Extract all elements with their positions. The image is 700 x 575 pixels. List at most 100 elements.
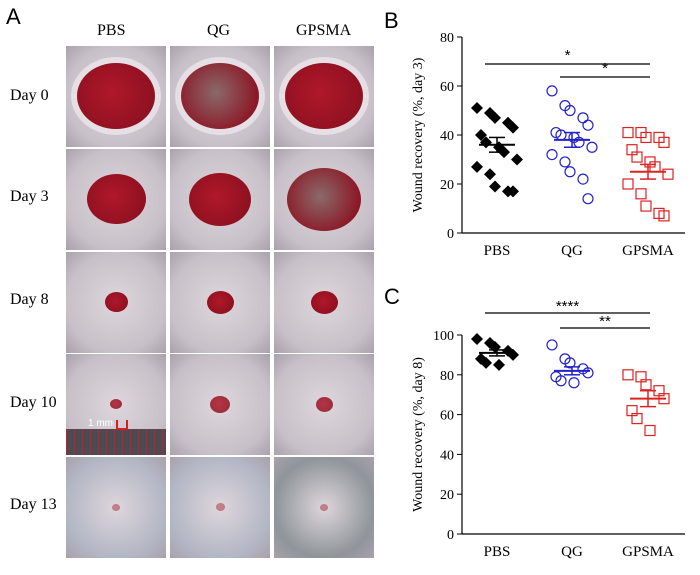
chart-b-point-qg — [577, 173, 589, 185]
wound-photo-pbs-day3 — [66, 149, 166, 250]
chart-b-point-pbs — [489, 111, 501, 124]
chart-b-point-qg — [546, 149, 558, 161]
row-label-day-0: Day 0 — [10, 87, 49, 104]
chart-c-y-tick-label: 60 — [440, 409, 454, 424]
chart-b-point-gpsma — [631, 151, 643, 163]
scale-bar-label: 1 mm — [88, 418, 113, 429]
chart-c-point-pbs — [480, 356, 492, 369]
chart-c-x-tick-label: GPSMA — [622, 544, 674, 560]
column-header-qg: QG — [207, 22, 231, 39]
chart-b-y-tick-label: 80 — [440, 31, 454, 46]
wound-area — [320, 503, 328, 511]
wound-photo-gpsma-day3 — [274, 149, 374, 250]
chart-b-point-gpsma — [640, 131, 652, 144]
chart-b-point-qg — [577, 112, 589, 124]
chart-b-point-pbs — [507, 185, 519, 198]
wound-area — [104, 292, 128, 312]
chart-c-significance-label: **** — [556, 298, 580, 315]
wound-area — [112, 503, 120, 511]
wound-area — [86, 174, 146, 224]
chart-c-point-qg — [564, 357, 576, 369]
chart-c-y-axis-label: Wound recovery (%, day 8) — [411, 357, 426, 512]
chart-b-point-gpsma — [622, 178, 634, 190]
wound-photo-pbs-day0 — [66, 46, 166, 147]
chart-c-point-pbs — [493, 358, 505, 371]
wound-photo-qg-day10 — [170, 354, 270, 455]
panel-label-b: B — [384, 8, 399, 33]
wound-area — [210, 395, 230, 413]
chart-c-significance-label: ** — [599, 313, 611, 330]
wound-area — [285, 63, 363, 129]
wound-photo-qg-day0 — [170, 46, 270, 147]
wound-photo-pbs-day10 — [66, 354, 166, 455]
chart-c-x-tick-label: QG — [561, 544, 583, 560]
wound-area — [77, 63, 155, 129]
scale-bar-marker — [116, 420, 128, 430]
chart-b-point-pbs — [471, 160, 483, 173]
chart-b-point-qg — [586, 141, 598, 153]
chart-b-y-tick-label: 40 — [440, 129, 454, 144]
chart-b-point-gpsma — [658, 136, 670, 148]
chart-b-point-qg — [582, 119, 594, 131]
chart-b-point-gpsma — [658, 210, 670, 222]
chart-c-y-tick-label: 80 — [440, 369, 454, 384]
row-label-day-8: Day 8 — [10, 291, 49, 308]
chart-b-y-tick-label: 20 — [440, 178, 454, 193]
chart-b-point-qg — [564, 166, 576, 178]
chart-b-point-pbs — [484, 168, 496, 181]
chart-c-y-tick-label: 100 — [433, 329, 454, 344]
chart-c-x-tick-label: PBS — [484, 544, 511, 560]
chart-b-point-gpsma — [622, 126, 634, 139]
chart-b-point-qg — [582, 193, 594, 205]
chart-c-point-pbs — [507, 348, 519, 361]
chart-b-point-pbs — [471, 102, 483, 115]
chart-b-significance-label: * — [565, 47, 571, 64]
chart-c-point-qg — [568, 377, 580, 389]
chart-c-point-qg — [546, 339, 558, 351]
wound-photo-gpsma-day0 — [274, 46, 374, 147]
chart-b-point-qg — [546, 85, 558, 97]
wound-area — [287, 167, 361, 231]
wound-area — [215, 503, 225, 511]
wound-photo-pbs-day13 — [66, 457, 166, 558]
chart-b-y-tick-label: 60 — [440, 80, 454, 95]
wound-area — [189, 172, 251, 226]
wound-photo-pbs-day8 — [66, 252, 166, 353]
chart-c-point-gpsma — [631, 412, 643, 425]
chart-b-point-qg — [550, 126, 562, 139]
chart-b-point-pbs — [511, 153, 523, 166]
wound-photo-gpsma-day10 — [274, 354, 374, 455]
wound-photo-gpsma-day8 — [274, 252, 374, 353]
panel-label-a: A — [6, 4, 21, 29]
panel-label-c: C — [384, 284, 400, 309]
chart-c-point-qg — [582, 367, 594, 379]
chart-b-y-axis-label: Wound recovery (%, day 3) — [411, 57, 426, 212]
chart-b-point-qg — [564, 104, 576, 117]
chart-b-y-tick-label: 0 — [447, 227, 454, 242]
wound-photo-gpsma-day13 — [274, 457, 374, 558]
wound-photo-qg-day8 — [170, 252, 270, 353]
wound-photo-qg-day3 — [170, 149, 270, 250]
wound-area — [206, 290, 234, 314]
chart-b-point-pbs — [489, 180, 501, 193]
chart-c-point-gpsma — [622, 369, 634, 381]
chart-b-point-gpsma — [662, 168, 674, 180]
wound-area — [110, 399, 122, 409]
chart-b-point-pbs — [475, 129, 487, 141]
chart-c-point-pbs — [471, 332, 483, 345]
column-header-gpsma: GPSMA — [296, 22, 352, 39]
ruler-scale — [66, 429, 166, 455]
wound-area — [310, 290, 338, 314]
chart-b-significance-label: * — [602, 60, 608, 77]
wound-area — [181, 63, 259, 129]
chart-b-x-tick-label: GPSMA — [622, 243, 674, 259]
row-label-day-13: Day 13 — [10, 496, 57, 513]
chart-c-y-tick-label: 20 — [440, 488, 454, 503]
chart-b-x-tick-label: QG — [561, 243, 583, 259]
chart-c-y-tick-label: 0 — [447, 528, 454, 543]
chart-c-point-qg — [555, 375, 567, 387]
row-label-day-10: Day 10 — [10, 394, 57, 411]
chart-b-point-gpsma — [635, 188, 647, 200]
column-header-pbs: PBS — [97, 22, 126, 39]
